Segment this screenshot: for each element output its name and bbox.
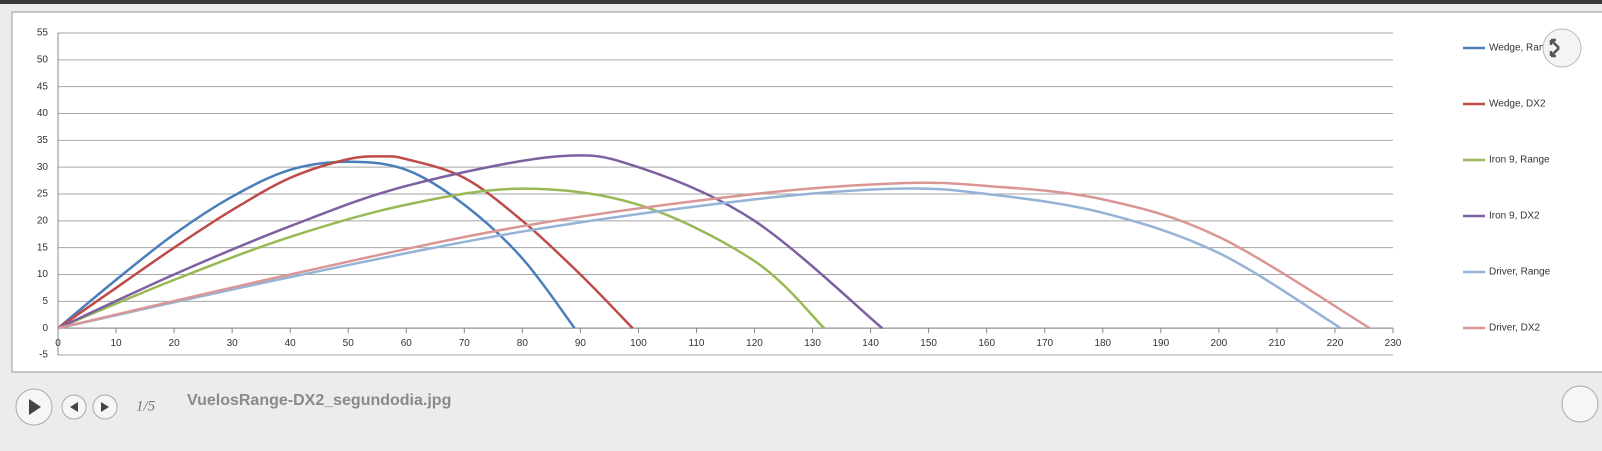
fullscreen-button[interactable] <box>1542 28 1582 68</box>
x-tick-label: 60 <box>401 338 413 349</box>
legend-label: Driver, Range <box>1489 267 1551 278</box>
x-tick-label: 170 <box>1036 338 1053 349</box>
series-line <box>57 187 826 330</box>
x-tick-label: 20 <box>169 338 181 349</box>
y-tick-label: 15 <box>37 242 49 253</box>
series-line <box>57 160 576 330</box>
x-tick-label: 160 <box>978 338 995 349</box>
x-tick-label: 80 <box>517 338 529 349</box>
y-tick-label: 10 <box>37 269 49 280</box>
legend-label: Iron 9, Range <box>1489 155 1550 166</box>
y-tick-label: 45 <box>37 81 49 92</box>
x-tick-label: 120 <box>746 338 763 349</box>
y-tick-label: 55 <box>37 28 49 39</box>
x-tick-label: 100 <box>630 338 647 349</box>
series-line <box>57 154 884 330</box>
legend-label: Wedge, DX2 <box>1489 99 1546 110</box>
x-tick-label: 50 <box>343 338 355 349</box>
x-tick-label: 140 <box>862 338 879 349</box>
top-frame <box>0 0 1602 4</box>
x-tick-label: 200 <box>1211 338 1228 349</box>
play-button[interactable] <box>15 388 53 426</box>
next-button[interactable] <box>92 394 118 420</box>
x-tick-label: 70 <box>459 338 471 349</box>
play-icon <box>29 399 41 415</box>
filename: VuelosRange-DX2_segundodia.jpg <box>187 392 451 409</box>
y-tick-label: 25 <box>37 189 49 200</box>
plot: -5 0 5 10 15 20 25 30 35 40 45 50 55 0 10 20 30 40 50 60 70 8… <box>37 28 1556 361</box>
x-tick-label: 30 <box>227 338 239 349</box>
x-tick-label: 210 <box>1269 338 1286 349</box>
y-tick-label: 40 <box>37 108 49 119</box>
x-tick-label: 230 <box>1385 338 1402 349</box>
x-tick-label: 40 <box>285 338 297 349</box>
fullscreen-icon <box>1549 38 1560 58</box>
x-tick-label: 130 <box>804 338 821 349</box>
series-line <box>57 181 1371 330</box>
x-tick-label: 150 <box>920 338 937 349</box>
x-tick-label: 90 <box>575 338 587 349</box>
x-tick-label: 110 <box>689 338 705 349</box>
legend-label: Driver, DX2 <box>1489 323 1541 334</box>
x-tick-label: 220 <box>1327 338 1344 349</box>
y-tick-label: 50 <box>37 54 49 65</box>
prev-icon <box>70 402 78 412</box>
counter: 1/5 <box>136 398 156 414</box>
y-tick-label: 0 <box>42 323 48 334</box>
y-tick-label: 5 <box>42 296 48 307</box>
legend-label: Wedge, Range <box>1489 43 1556 54</box>
x-tick-label: 180 <box>1094 338 1111 349</box>
y-tick-label: 20 <box>37 215 49 226</box>
chart-panel <box>11 11 1602 373</box>
x-tick-label: 0 <box>55 338 61 349</box>
x-tick-label: 190 <box>1152 338 1169 349</box>
legend-label: Iron 9, DX2 <box>1489 211 1540 222</box>
series-line <box>57 187 1342 330</box>
y-tick-label: 35 <box>37 135 49 146</box>
x-tick-label: 10 <box>110 338 122 349</box>
y-tick-label: -5 <box>39 350 48 361</box>
fullscreen-circle[interactable] <box>1542 28 1582 68</box>
next-icon <box>101 402 109 412</box>
y-tick-label: 30 <box>37 162 49 173</box>
close-button[interactable] <box>1561 385 1599 423</box>
prev-button[interactable] <box>61 394 87 420</box>
